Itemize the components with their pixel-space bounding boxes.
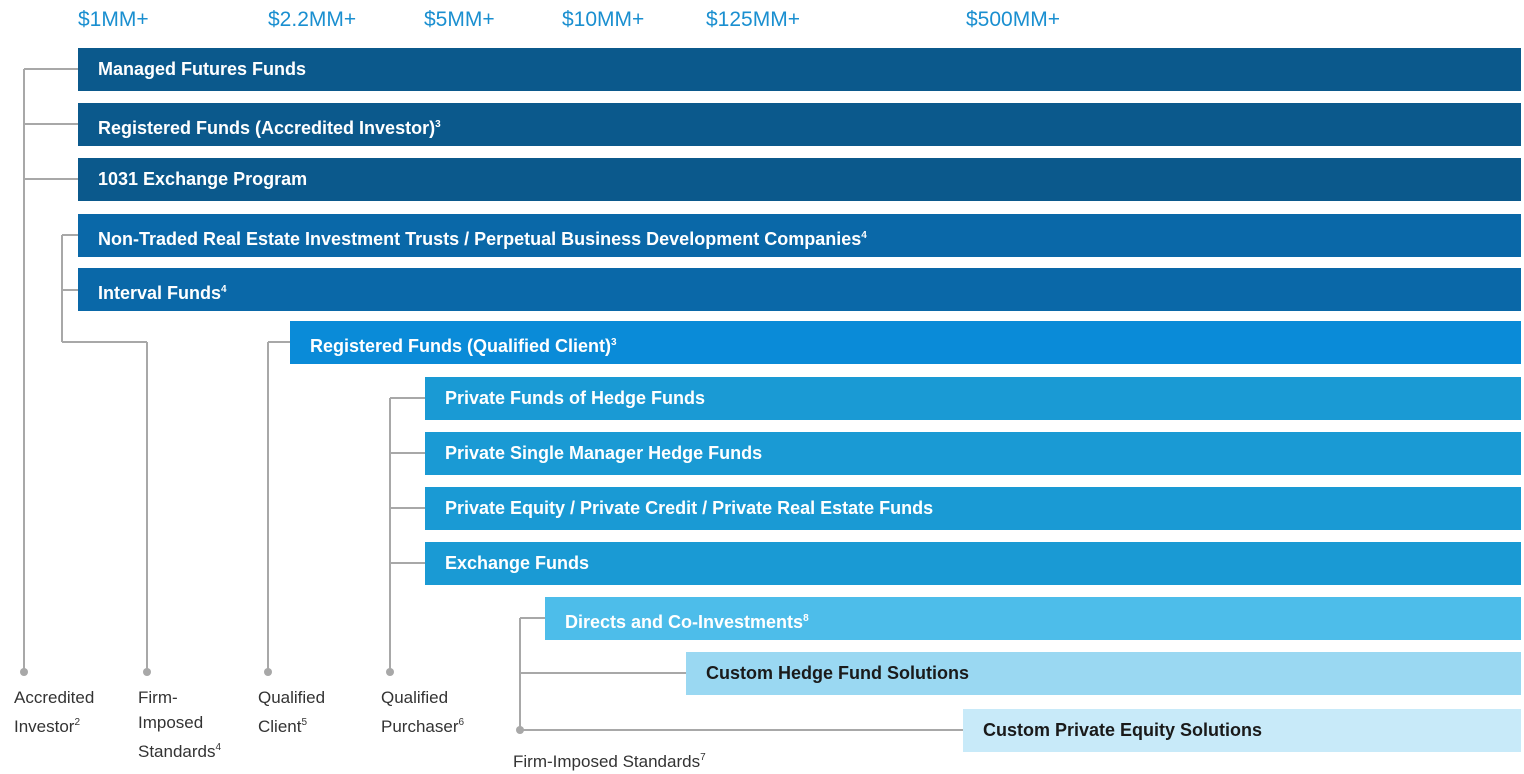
standard-line: Client5 <box>258 710 325 739</box>
bar-label: Registered Funds (Qualified Client) <box>310 336 612 356</box>
bar-label: Managed Futures Funds <box>98 59 307 79</box>
standard-label: Firm-Imposed Standards7 <box>513 745 706 774</box>
footnote: 8 <box>803 613 809 624</box>
standard-label: Accredited Investor2 <box>14 685 94 739</box>
standard-line: Qualified <box>258 685 325 710</box>
bar: Custom Hedge Fund Solutions <box>686 652 1521 695</box>
footnote: 7 <box>700 752 706 763</box>
standard-line: Imposed <box>138 710 221 735</box>
standard-text: Qualified <box>381 688 449 707</box>
footnote: 4 <box>221 284 227 295</box>
bar: Directs and Co-Investments8 <box>545 597 1521 640</box>
standard-text: Purchaser <box>381 717 459 736</box>
connector-dot <box>516 726 524 734</box>
bar: Exchange Funds <box>425 542 1521 585</box>
bar: Interval Funds4 <box>78 268 1521 311</box>
footnote: 4 <box>861 230 867 241</box>
bar-label: Private Single Manager Hedge Funds <box>445 443 763 463</box>
bar-label: Exchange Funds <box>445 553 590 573</box>
bar: 1031 Exchange Program <box>78 158 1521 201</box>
bar-label: Registered Funds (Accredited Investor) <box>98 118 436 138</box>
standard-text: Imposed <box>138 713 204 732</box>
bar-label: Custom Private Equity Solutions <box>983 720 1263 740</box>
footnote: 5 <box>301 717 308 728</box>
footnote: 6 <box>458 717 465 728</box>
standard-label: Firm- Imposed Standards4 <box>138 685 221 764</box>
bar-label: Interval Funds <box>98 283 222 303</box>
threshold-label: $1MM+ <box>78 8 149 31</box>
bar: Custom Private Equity Solutions <box>963 709 1521 752</box>
bar-label: Private Equity / Private Credit / Privat… <box>445 498 934 518</box>
standard-line: Firm-Imposed Standards7 <box>513 745 706 774</box>
standard-line: Firm- <box>138 685 221 710</box>
threshold-label: $10MM+ <box>562 8 645 31</box>
bar-label: Directs and Co-Investments <box>565 612 804 632</box>
standard-line: Investor2 <box>14 710 94 739</box>
connector-dot <box>143 668 151 676</box>
bar: Registered Funds (Accredited Investor)3 <box>78 103 1521 146</box>
threshold-label: $125MM+ <box>706 8 800 31</box>
standard-label: Qualified Client5 <box>258 685 325 739</box>
standard-text: Qualified <box>258 688 326 707</box>
bar: Private Funds of Hedge Funds <box>425 377 1521 420</box>
standard-text: Investor <box>14 717 75 736</box>
connector-dot <box>20 668 28 676</box>
standard-text: Firm- <box>138 688 178 707</box>
footnote: 3 <box>611 337 617 348</box>
bar-label: Custom Hedge Fund Solutions <box>706 663 969 683</box>
standard-line: Qualified <box>381 685 464 710</box>
bar-label: 1031 Exchange Program <box>98 169 308 189</box>
threshold-label: $5MM+ <box>424 8 495 31</box>
threshold-label: $500MM+ <box>966 8 1060 31</box>
threshold-label: $2.2MM+ <box>268 8 357 31</box>
connector-dot <box>386 668 394 676</box>
standard-line: Purchaser6 <box>381 710 464 739</box>
bar: Private Single Manager Hedge Funds <box>425 432 1521 475</box>
standard-text: Firm-Imposed Standards <box>513 752 701 771</box>
footnote: 2 <box>74 717 81 728</box>
standard-text: Client <box>258 717 302 736</box>
bar: Non-Traded Real Estate Investment Trusts… <box>78 214 1521 257</box>
bar-label: Private Funds of Hedge Funds <box>445 388 706 408</box>
standard-line: Accredited <box>14 685 94 710</box>
bar: Registered Funds (Qualified Client)3 <box>290 321 1521 364</box>
footnote: 4 <box>215 742 222 753</box>
standard-text: Standards <box>138 742 216 761</box>
bar: Managed Futures Funds <box>78 48 1521 91</box>
connector-dot <box>264 668 272 676</box>
bar-label: Non-Traded Real Estate Investment Trusts… <box>98 229 862 249</box>
standard-label: Qualified Purchaser6 <box>381 685 464 739</box>
footnote: 3 <box>435 119 441 130</box>
bar: Private Equity / Private Credit / Privat… <box>425 487 1521 530</box>
standard-text: Accredited <box>14 688 95 707</box>
standard-line: Standards4 <box>138 735 221 764</box>
